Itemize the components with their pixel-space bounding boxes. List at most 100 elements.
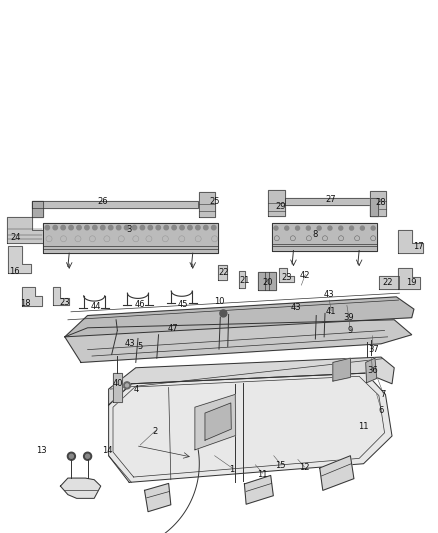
Polygon shape bbox=[7, 217, 43, 243]
Text: 27: 27 bbox=[325, 196, 336, 204]
Circle shape bbox=[69, 454, 74, 458]
Text: 19: 19 bbox=[406, 278, 417, 287]
Circle shape bbox=[371, 226, 375, 230]
Circle shape bbox=[156, 225, 160, 230]
Text: 14: 14 bbox=[102, 446, 113, 455]
Text: 29: 29 bbox=[275, 203, 286, 211]
Polygon shape bbox=[22, 287, 42, 306]
Text: 12: 12 bbox=[299, 464, 310, 472]
Circle shape bbox=[132, 225, 137, 230]
Circle shape bbox=[285, 226, 289, 230]
Circle shape bbox=[124, 382, 131, 389]
Circle shape bbox=[296, 226, 300, 230]
Circle shape bbox=[306, 226, 311, 230]
Text: 20: 20 bbox=[262, 278, 272, 287]
Text: 2: 2 bbox=[153, 427, 158, 436]
Circle shape bbox=[274, 226, 278, 230]
Text: 36: 36 bbox=[367, 366, 378, 375]
Circle shape bbox=[109, 225, 113, 230]
Circle shape bbox=[164, 225, 168, 230]
Circle shape bbox=[148, 225, 152, 230]
Polygon shape bbox=[285, 198, 378, 205]
Polygon shape bbox=[366, 358, 377, 383]
Text: 10: 10 bbox=[214, 297, 224, 305]
Polygon shape bbox=[272, 223, 377, 251]
Circle shape bbox=[126, 384, 128, 387]
Polygon shape bbox=[268, 190, 285, 216]
Polygon shape bbox=[53, 287, 69, 305]
Text: 47: 47 bbox=[168, 325, 178, 333]
Polygon shape bbox=[244, 475, 273, 504]
Circle shape bbox=[69, 225, 73, 230]
Polygon shape bbox=[32, 201, 43, 217]
Circle shape bbox=[328, 226, 332, 230]
Circle shape bbox=[212, 225, 216, 230]
Text: 44: 44 bbox=[91, 302, 102, 311]
Polygon shape bbox=[8, 246, 31, 273]
Circle shape bbox=[84, 452, 92, 461]
Circle shape bbox=[339, 226, 343, 230]
Circle shape bbox=[45, 225, 49, 230]
Text: 42: 42 bbox=[300, 271, 311, 280]
Text: 37: 37 bbox=[368, 345, 378, 353]
Polygon shape bbox=[43, 223, 218, 253]
Circle shape bbox=[117, 225, 121, 230]
Circle shape bbox=[317, 226, 321, 230]
Polygon shape bbox=[145, 483, 171, 512]
Text: 22: 22 bbox=[382, 278, 393, 287]
Polygon shape bbox=[199, 192, 215, 217]
Polygon shape bbox=[370, 198, 378, 216]
Circle shape bbox=[85, 225, 89, 230]
Text: 9: 9 bbox=[348, 326, 353, 335]
Text: 26: 26 bbox=[98, 197, 108, 206]
Polygon shape bbox=[379, 276, 399, 289]
Circle shape bbox=[360, 226, 364, 230]
Polygon shape bbox=[370, 191, 386, 216]
Polygon shape bbox=[333, 358, 350, 381]
Text: 11: 11 bbox=[258, 470, 268, 479]
Text: 22: 22 bbox=[218, 269, 229, 277]
Text: 6: 6 bbox=[378, 406, 384, 415]
Circle shape bbox=[77, 225, 81, 230]
Circle shape bbox=[124, 225, 129, 230]
Text: 40: 40 bbox=[112, 379, 123, 388]
Circle shape bbox=[172, 225, 177, 230]
Text: 18: 18 bbox=[20, 300, 31, 308]
Circle shape bbox=[204, 225, 208, 230]
Polygon shape bbox=[109, 373, 392, 482]
Text: 25: 25 bbox=[209, 197, 220, 206]
Text: 13: 13 bbox=[36, 446, 47, 455]
Polygon shape bbox=[60, 478, 101, 498]
Circle shape bbox=[220, 310, 227, 317]
Text: 16: 16 bbox=[9, 268, 20, 276]
Polygon shape bbox=[320, 456, 354, 490]
Polygon shape bbox=[113, 373, 122, 402]
Text: 5: 5 bbox=[138, 342, 143, 351]
Polygon shape bbox=[205, 403, 231, 440]
Polygon shape bbox=[398, 230, 423, 253]
Text: 23: 23 bbox=[282, 273, 292, 281]
Text: 41: 41 bbox=[326, 308, 336, 316]
Text: 3: 3 bbox=[127, 225, 132, 233]
Polygon shape bbox=[109, 357, 394, 405]
Circle shape bbox=[188, 225, 192, 230]
Circle shape bbox=[101, 225, 105, 230]
Circle shape bbox=[140, 225, 145, 230]
Text: 24: 24 bbox=[10, 233, 21, 241]
Text: 17: 17 bbox=[413, 242, 424, 251]
Circle shape bbox=[93, 225, 97, 230]
Polygon shape bbox=[279, 268, 294, 282]
Text: 28: 28 bbox=[376, 198, 386, 207]
Text: 46: 46 bbox=[135, 301, 145, 309]
Text: 23: 23 bbox=[60, 298, 70, 307]
Polygon shape bbox=[239, 271, 245, 288]
Polygon shape bbox=[218, 265, 227, 280]
Circle shape bbox=[53, 225, 57, 230]
Text: 45: 45 bbox=[178, 301, 188, 309]
Polygon shape bbox=[65, 320, 412, 362]
Circle shape bbox=[67, 452, 75, 461]
Text: 11: 11 bbox=[358, 422, 369, 431]
Polygon shape bbox=[32, 201, 198, 208]
Text: 43: 43 bbox=[323, 290, 334, 299]
Circle shape bbox=[196, 225, 200, 230]
